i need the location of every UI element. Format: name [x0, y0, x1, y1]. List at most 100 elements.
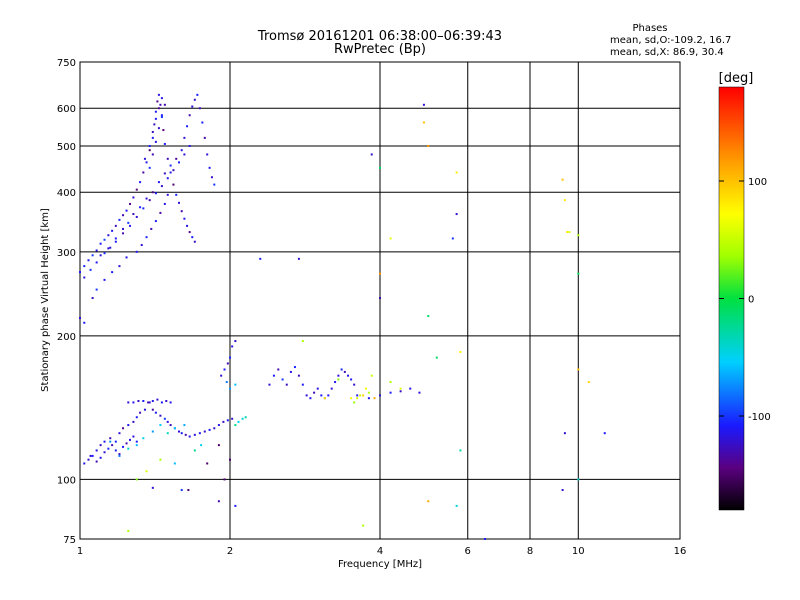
- data-point: [172, 169, 175, 172]
- data-point: [213, 183, 216, 186]
- data-point: [373, 397, 376, 400]
- data-point: [91, 254, 94, 257]
- data-point: [234, 424, 237, 427]
- data-point: [154, 140, 157, 143]
- data-point: [166, 177, 169, 180]
- data-point: [188, 144, 191, 147]
- data-point: [103, 278, 106, 281]
- x-tick-label: 1: [77, 546, 83, 557]
- data-point: [118, 218, 121, 221]
- data-point: [103, 238, 106, 241]
- data-point: [147, 401, 150, 404]
- data-point: [244, 416, 247, 419]
- data-point: [145, 161, 148, 164]
- data-point: [109, 440, 112, 443]
- data-point: [160, 185, 163, 188]
- data-point: [177, 201, 180, 204]
- data-point: [145, 470, 148, 473]
- x-tick-label: 16: [674, 546, 687, 557]
- data-point: [187, 489, 190, 492]
- data-point: [346, 374, 349, 377]
- data-point: [166, 157, 169, 160]
- y-tick-label: 500: [57, 142, 76, 153]
- data-point: [127, 529, 130, 532]
- data-points: [79, 93, 606, 540]
- data-point: [129, 438, 132, 441]
- data-point: [89, 454, 92, 457]
- data-point: [148, 144, 151, 147]
- data-point: [159, 458, 162, 461]
- data-point: [157, 107, 160, 110]
- data-point: [459, 449, 462, 452]
- data-point: [142, 171, 145, 174]
- data-point: [99, 456, 102, 459]
- data-point: [83, 462, 86, 465]
- data-point: [196, 93, 199, 96]
- data-point: [135, 188, 138, 191]
- data-point: [95, 288, 98, 291]
- data-point: [132, 196, 135, 199]
- data-point: [208, 428, 211, 431]
- y-tick-label: 75: [63, 535, 76, 546]
- data-point: [193, 449, 196, 452]
- data-point: [180, 210, 183, 213]
- data-point: [122, 445, 125, 448]
- data-point: [191, 236, 194, 239]
- data-point: [301, 383, 304, 386]
- data-point: [107, 234, 110, 237]
- data-point: [201, 121, 204, 124]
- data-point: [87, 259, 90, 262]
- data-point: [99, 444, 102, 447]
- data-point: [337, 378, 340, 381]
- data-point: [132, 401, 135, 404]
- data-point: [198, 432, 201, 435]
- data-point: [188, 435, 191, 438]
- data-point: [137, 400, 140, 403]
- data-point: [427, 500, 430, 503]
- data-point: [217, 500, 220, 503]
- data-point: [316, 387, 319, 390]
- data-point: [114, 449, 117, 452]
- data-point: [122, 232, 125, 235]
- data-point: [172, 183, 175, 186]
- data-point: [145, 236, 148, 239]
- data-point: [135, 215, 138, 218]
- data-point: [285, 383, 288, 386]
- data-point: [210, 176, 213, 179]
- data-point: [83, 276, 86, 279]
- colorbar-label: [deg]: [719, 71, 754, 86]
- data-point: [135, 250, 138, 253]
- data-point: [127, 447, 130, 450]
- data-point: [103, 451, 106, 454]
- stats-heading: Phases: [632, 23, 667, 34]
- data-point: [203, 136, 206, 139]
- data-point: [127, 424, 130, 427]
- data-point: [320, 394, 323, 397]
- data-point: [148, 149, 151, 152]
- data-point: [91, 454, 94, 457]
- data-point: [234, 383, 237, 386]
- data-point: [118, 432, 121, 435]
- data-point: [157, 93, 160, 96]
- data-point: [151, 430, 154, 433]
- data-point: [229, 458, 231, 461]
- data-point: [183, 136, 186, 139]
- data-point: [129, 224, 132, 227]
- data-point: [148, 166, 151, 169]
- data-point: [223, 478, 226, 481]
- data-point: [180, 489, 183, 492]
- data-point: [159, 424, 162, 427]
- data-point: [166, 420, 169, 423]
- data-point: [350, 397, 353, 400]
- data-point: [150, 227, 153, 230]
- data-point: [323, 397, 326, 400]
- data-point: [114, 240, 117, 243]
- data-point: [154, 411, 157, 414]
- data-point: [208, 166, 211, 169]
- colorbar-tick-label: 100: [748, 177, 767, 188]
- data-point: [223, 368, 226, 371]
- data-point: [142, 207, 145, 210]
- data-point: [297, 374, 300, 377]
- data-point: [162, 129, 165, 132]
- stats-x-line: mean, sd,X: 86.9, 30.4: [610, 47, 724, 58]
